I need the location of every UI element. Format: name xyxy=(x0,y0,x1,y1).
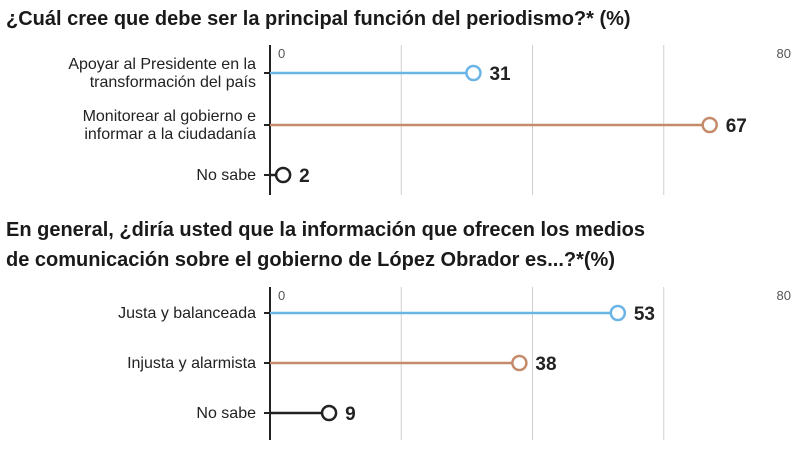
chart-2-value-label: 53 xyxy=(634,304,655,325)
chart-1-category-label: Monitorear al gobierno e informar a la ci… xyxy=(83,108,257,143)
chart-2-category-label: No sabe xyxy=(196,405,256,422)
chart-2-point xyxy=(511,354,528,372)
chart-1-axis-max-label: 80 xyxy=(777,46,791,61)
chart-1-category-label: Apoyar al Presidente en la transformación… xyxy=(68,56,256,91)
chart-1-axis-min-label: 0 xyxy=(278,46,285,61)
chart-1-category-label: No sabe xyxy=(196,167,256,184)
chart-2-axis-max-label: 80 xyxy=(777,288,791,303)
chart-1-point xyxy=(274,166,292,184)
chart-2-value-label: 9 xyxy=(345,404,356,425)
chart-2-point xyxy=(609,304,627,322)
chart-2-category-label: Injusta y alarmista xyxy=(127,355,256,372)
chart-2-title: En general, ¿diría usted que la informac… xyxy=(6,219,646,271)
chart-1-point xyxy=(465,64,482,82)
chart-1-value-label: 67 xyxy=(726,116,747,137)
chart-2-point xyxy=(320,404,338,422)
chart-1-value-label: 2 xyxy=(299,166,310,187)
chart-2-axis-min-label: 0 xyxy=(278,288,285,303)
chart-1-title: ¿Cuál cree que debe ser la principal fun… xyxy=(6,8,631,30)
chart-2-value-label: 38 xyxy=(535,354,556,375)
chart-1-point xyxy=(701,116,718,134)
chart-1-value-label: 31 xyxy=(489,64,511,85)
chart-2-category-label: Justa y balanceada xyxy=(118,305,256,322)
